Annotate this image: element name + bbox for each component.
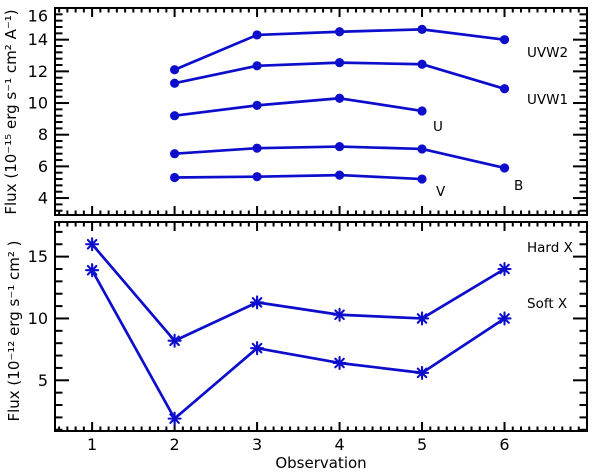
y-tick-label: 12 xyxy=(28,62,48,81)
series-line-Soft-X xyxy=(90,269,506,420)
data-point-circle xyxy=(417,144,427,154)
x-tick-label: 1 xyxy=(87,435,97,454)
data-point-circle xyxy=(334,27,345,37)
series-line-Hard-X xyxy=(91,243,506,343)
data-point-circle xyxy=(334,58,345,68)
series-line-V xyxy=(174,173,423,181)
data-point-asterisk xyxy=(499,263,510,275)
data-point-circle xyxy=(417,59,427,69)
data-point-circle xyxy=(417,106,427,116)
data-point-asterisk xyxy=(416,367,428,379)
x-tick-label: 3 xyxy=(252,435,262,454)
series-label-Soft-X: Soft X xyxy=(527,296,567,312)
data-point-asterisk xyxy=(86,238,98,250)
y-tick-label: 6 xyxy=(38,157,48,176)
y-tick-label: 10 xyxy=(28,309,48,328)
y-tick-label: 16 xyxy=(28,7,48,26)
y-tick-label: 4 xyxy=(38,189,48,208)
series-label-B: B xyxy=(514,178,523,194)
y-tick-label: 14 xyxy=(28,30,48,49)
data-point-circle xyxy=(334,141,345,152)
data-point-circle xyxy=(334,170,345,180)
y-tick-label: 10 xyxy=(28,94,48,113)
data-point-circle xyxy=(334,93,345,103)
series-label-UVW2: UVW2 xyxy=(527,45,568,61)
data-point-circle xyxy=(499,35,510,45)
data-point-asterisk xyxy=(334,357,345,369)
x-axis-label: Observation xyxy=(275,454,367,472)
x-tick-label: 5 xyxy=(417,435,427,454)
data-point-asterisk xyxy=(251,297,263,308)
series-label-V: V xyxy=(436,184,446,200)
data-point-asterisk xyxy=(86,264,98,276)
data-point-circle xyxy=(169,172,180,183)
data-point-asterisk xyxy=(334,309,345,321)
y-tick-label: 15 xyxy=(28,247,48,266)
data-point-circle xyxy=(169,65,180,75)
data-point-asterisk xyxy=(416,313,428,324)
series-label-Hard-X: Hard X xyxy=(527,240,573,256)
panel-border xyxy=(54,7,588,216)
data-point-circle xyxy=(252,100,262,111)
data-point-circle xyxy=(252,61,262,71)
series-label-U: U xyxy=(433,119,443,135)
data-point-circle xyxy=(169,111,180,121)
data-point-circle xyxy=(499,163,510,173)
data-point-circle xyxy=(252,143,262,153)
data-point-circle xyxy=(499,84,510,94)
data-point-circle xyxy=(252,172,262,182)
bottom-panel-y-axis-label: Flux (10⁻¹² erg s⁻¹ cm² ) xyxy=(5,240,23,422)
series-line-U xyxy=(174,96,423,118)
x-tick-label: 2 xyxy=(170,435,180,454)
data-point-circle xyxy=(169,149,180,159)
data-point-asterisk xyxy=(499,313,510,324)
data-point-asterisk xyxy=(169,335,180,347)
data-point-circle xyxy=(417,174,427,184)
data-point-asterisk xyxy=(169,413,180,424)
data-point-circle xyxy=(169,78,180,88)
top-panel-y-axis-label: Flux (10⁻¹⁵ erg s⁻¹ cm² A⁻¹) xyxy=(2,9,20,215)
series-label-UVW1: UVW1 xyxy=(527,92,568,108)
panel-border xyxy=(54,221,588,432)
data-point-circle xyxy=(417,24,427,34)
x-tick-label: 4 xyxy=(334,435,344,454)
x-tick-label: 6 xyxy=(499,435,509,454)
y-tick-label: 8 xyxy=(38,125,48,144)
data-point-circle xyxy=(252,30,262,40)
y-tick-label: 5 xyxy=(38,371,48,390)
data-point-asterisk xyxy=(251,342,263,354)
